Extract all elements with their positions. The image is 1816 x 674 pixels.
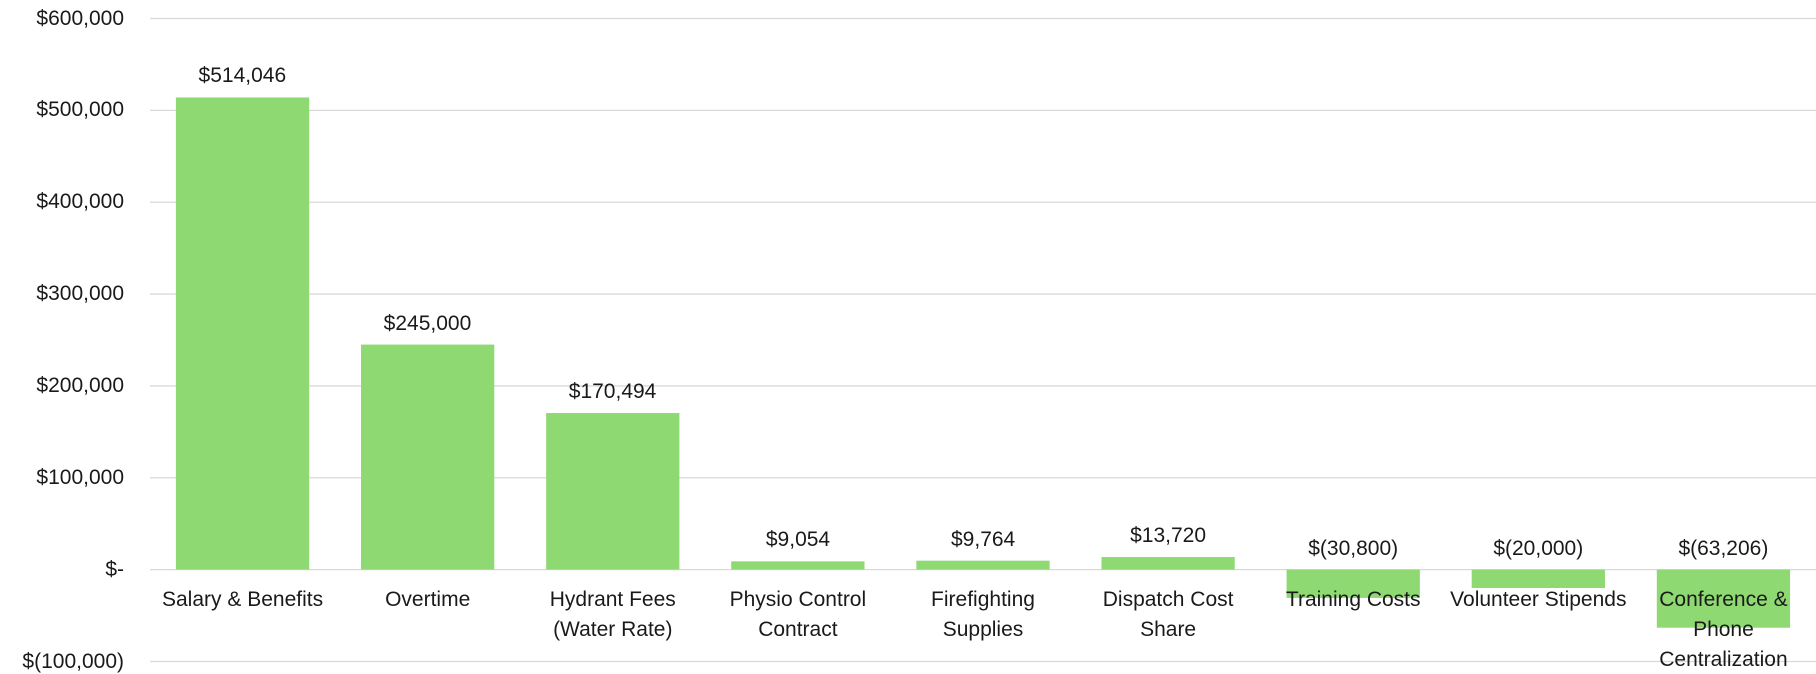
- bar: [731, 561, 865, 570]
- data-label: $9,764: [951, 527, 1016, 551]
- y-tick-label: $600,000: [36, 6, 124, 30]
- bar: [175, 97, 310, 570]
- x-tick-label: Conference & Phone Centralization: [1659, 587, 1788, 671]
- data-label: $(30,800): [1308, 536, 1399, 560]
- data-label: $13,720: [1130, 524, 1207, 548]
- data-label: $170,494: [568, 380, 657, 404]
- x-tick-label: Overtime: [385, 587, 471, 611]
- bar: [546, 413, 680, 570]
- data-label: $514,046: [198, 64, 287, 88]
- x-tick-label: Firefighting Supplies: [931, 587, 1035, 641]
- data-label: $(20,000): [1493, 536, 1584, 560]
- y-tick-label: $300,000: [36, 282, 124, 306]
- x-tick-label: Salary & Benefits: [162, 587, 324, 611]
- y-tick-label: $-: [105, 557, 124, 581]
- data-label: $245,000: [383, 311, 472, 335]
- y-tick-label: $200,000: [36, 373, 124, 397]
- bar: [1286, 569, 1420, 598]
- x-tick-label: Dispatch Cost Share: [1102, 587, 1234, 641]
- y-tick-label: $100,000: [36, 465, 124, 489]
- x-tick-label: Training Costs: [1285, 587, 1421, 611]
- bar: [1101, 557, 1235, 570]
- data-label: $(63,206): [1678, 536, 1769, 560]
- y-tick-label: $500,000: [36, 98, 124, 122]
- bar: [361, 344, 495, 570]
- y-tick-label: $400,000: [36, 190, 124, 214]
- x-tick-label: Volunteer Stipends: [1450, 587, 1627, 611]
- x-tick-label: Hydrant Fees (Water Rate): [549, 587, 676, 641]
- bar: [916, 560, 1050, 570]
- y-tick-label: $(100,000): [22, 649, 124, 673]
- data-label: $9,054: [765, 528, 831, 552]
- bar: [1656, 569, 1791, 628]
- bar: [1471, 569, 1605, 589]
- x-tick-label: Physio Control Contract: [729, 587, 867, 641]
